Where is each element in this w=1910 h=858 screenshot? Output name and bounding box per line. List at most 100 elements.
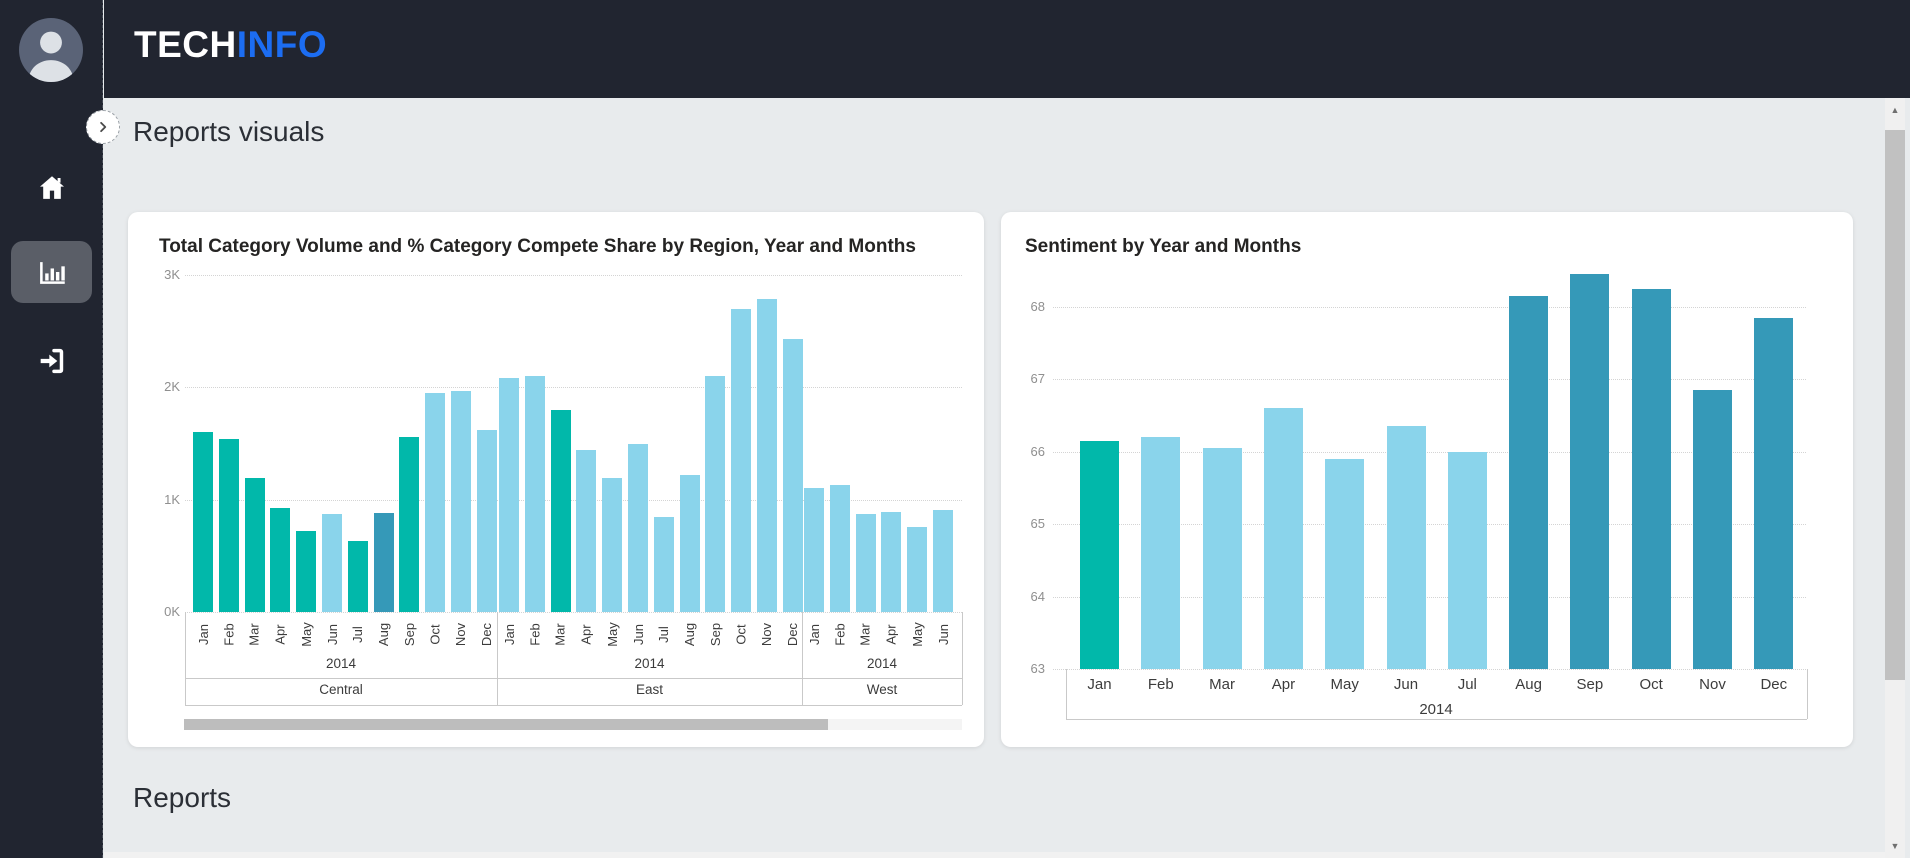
sentiment-chart-plot: 63 64 65 66 67 68 Jan Feb Mar Apr May Jun Jul Aug Sep O… (1001, 212, 1853, 747)
volume-chart-title: Total Category Volume and % Category Com… (159, 236, 916, 257)
gridline-65 (1053, 524, 1806, 526)
y-axis-label-66: 66 (1030, 443, 1045, 459)
x-axis-month-label: Jan (1087, 676, 1112, 693)
bar-east-may[interactable] (602, 478, 623, 612)
sidebar (0, 0, 103, 858)
bar-central-may[interactable] (296, 531, 317, 612)
x-axis-year-label: 2014 (634, 656, 665, 671)
sign-in-icon (40, 348, 63, 374)
gridline-66 (1053, 451, 1806, 453)
y-axis-label-1K: 1K (164, 491, 180, 507)
bar-east-jan[interactable] (499, 378, 519, 612)
bar-central-jun[interactable] (322, 514, 342, 612)
bar-apr[interactable] (1263, 408, 1303, 669)
bar-east-nov[interactable] (757, 298, 777, 612)
bar-jan[interactable] (1080, 440, 1119, 669)
main-content: Reports visuals Total Category Volume an… (104, 98, 1885, 858)
x-axis-month-label: Jul (1457, 676, 1477, 693)
page-vertical-scrollbar[interactable]: ▲ ▼ (1885, 98, 1905, 858)
bar-east-sep[interactable] (705, 376, 726, 612)
x-axis-month-label: Jun (935, 623, 951, 645)
bar-west-mar[interactable] (855, 514, 876, 612)
bar-east-apr[interactable] (576, 450, 597, 612)
axis-vertical-line (1807, 669, 1808, 719)
brand-accent: INFO (236, 24, 328, 65)
chart-scrollbar-thumb[interactable] (184, 719, 828, 730)
bar-jul[interactable] (1447, 451, 1487, 669)
axis-horizontal-line (1066, 719, 1807, 720)
bar-oct[interactable] (1631, 288, 1671, 669)
gridline-63 (1053, 669, 1806, 670)
x-axis-month-label: Apr (1271, 676, 1296, 693)
bar-west-may[interactable] (907, 526, 928, 612)
bar-west-apr[interactable] (881, 512, 902, 612)
axis-horizontal-line (185, 705, 962, 706)
app-header: TECHINFO (104, 0, 1910, 98)
sidebar-item-sign-in[interactable] (11, 330, 92, 392)
bar-mar[interactable] (1202, 448, 1242, 669)
bar-aug[interactable] (1509, 296, 1549, 669)
bar-central-dec[interactable] (476, 430, 497, 612)
x-axis-month-label: May (1330, 676, 1359, 693)
bar-east-dec[interactable] (782, 339, 803, 612)
sidebar-item-reports[interactable] (11, 241, 92, 303)
bar-central-jul[interactable] (347, 541, 368, 612)
sidebar-item-home[interactable] (11, 157, 92, 219)
bar-east-aug[interactable] (679, 474, 700, 612)
y-axis-label-63: 63 (1030, 661, 1045, 676)
vertical-scrollbar-thumb[interactable] (1885, 130, 1905, 680)
bar-central-sep[interactable] (399, 436, 420, 612)
bar-west-jun[interactable] (933, 509, 953, 612)
home-icon (39, 176, 64, 199)
bar-east-feb[interactable] (524, 376, 545, 612)
bar-east-jun[interactable] (628, 443, 648, 612)
x-axis-month-label: Nov (1699, 676, 1726, 693)
y-axis-label-0K: 0K (164, 604, 180, 619)
bar-central-feb[interactable] (218, 439, 239, 612)
x-axis-year-label: 2014 (325, 656, 357, 671)
x-axis-month-label: Feb (1147, 676, 1174, 693)
bar-chart-icon (39, 262, 65, 284)
scroll-up-arrow-icon[interactable]: ▲ (1890, 105, 1900, 115)
y-axis-label-64: 64 (1030, 588, 1045, 604)
page-title: Reports visuals (133, 116, 325, 147)
x-axis-month-label: Jun (1393, 676, 1419, 693)
bar-dec[interactable] (1754, 317, 1794, 669)
bar-may[interactable] (1325, 459, 1365, 669)
page-horizontal-scrollbar[interactable] (104, 852, 1885, 858)
bar-east-oct[interactable] (731, 308, 752, 612)
bar-feb[interactable] (1141, 437, 1181, 669)
bar-jun[interactable] (1386, 426, 1426, 669)
x-axis-year-label: 2014 (1419, 701, 1453, 718)
bar-nov[interactable] (1693, 390, 1732, 669)
reports-section-title: Reports (133, 782, 232, 813)
gridline-2K (185, 387, 962, 389)
bar-east-mar[interactable] (550, 409, 571, 612)
sidebar-collapse-button[interactable] (86, 110, 120, 144)
bar-central-oct[interactable] (425, 392, 446, 612)
sentiment-chart-card: Sentiment by Year and Months 63 64 65 66 67 6… (1001, 212, 1853, 747)
x-axis-month-label: Oct (1639, 676, 1663, 693)
x-axis-month-label: Sep (1576, 676, 1604, 693)
bar-central-nov[interactable] (451, 390, 471, 612)
scroll-down-arrow-icon[interactable]: ▼ (1890, 841, 1900, 851)
volume-chart-plot: 0K 1K 2K 3K Jan Feb Mar Apr May Jun Jul Aug Sep Oct No… (128, 212, 984, 747)
axis-group-divider (802, 612, 803, 705)
bar-west-jan[interactable] (804, 488, 824, 612)
sentiment-chart-title: Sentiment by Year and Months (1025, 236, 1302, 257)
bar-central-mar[interactable] (244, 478, 265, 612)
bar-sep[interactable] (1570, 274, 1610, 669)
avatar[interactable] (19, 18, 83, 82)
bar-central-jan[interactable] (193, 432, 213, 612)
app-brand: TECHINFO (134, 24, 327, 66)
chevron-right-icon (100, 121, 107, 133)
bar-west-feb[interactable] (829, 485, 850, 612)
y-axis-label-68: 68 (1030, 299, 1045, 314)
axis-vertical-line (1066, 669, 1067, 719)
gridline-3K (185, 275, 962, 276)
gridline-0K (185, 612, 962, 613)
gridline-64 (1053, 596, 1806, 598)
bar-central-aug[interactable] (373, 513, 394, 612)
bar-east-jul[interactable] (653, 516, 674, 612)
bar-central-apr[interactable] (270, 507, 291, 612)
